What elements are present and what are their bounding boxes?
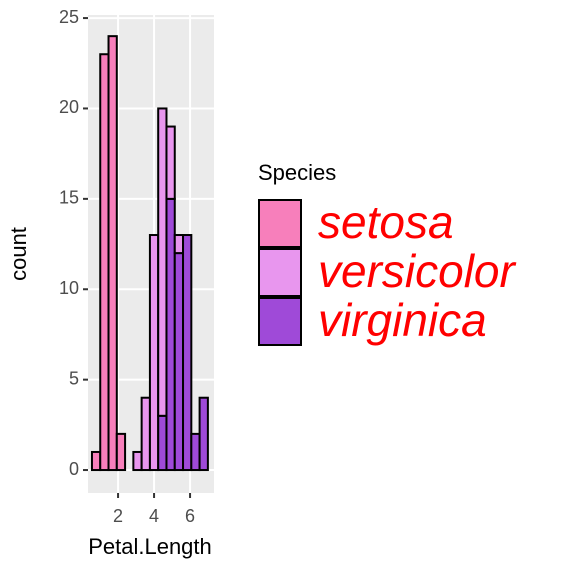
x-tick-label: 4 — [149, 506, 159, 526]
bar — [190, 432, 201, 472]
y-tick-label: 25 — [59, 7, 79, 27]
legend-label: versicolor — [318, 245, 517, 297]
y-tick-label: 5 — [69, 368, 79, 388]
legend-label: virginica — [318, 294, 487, 346]
bar — [132, 450, 143, 472]
bar — [107, 35, 118, 472]
y-tick-label: 10 — [59, 278, 79, 298]
y-tick-label: 20 — [59, 97, 79, 117]
bar — [90, 450, 102, 472]
bar — [115, 432, 127, 472]
bar — [140, 396, 151, 472]
legend-title: Species — [258, 160, 336, 185]
x-tick-label: 2 — [113, 506, 123, 526]
x-tick-label: 6 — [185, 506, 195, 526]
legend-label: setosa — [318, 196, 454, 248]
bar — [173, 252, 185, 472]
bar — [165, 125, 176, 200]
legend-key — [258, 248, 302, 297]
bar — [148, 234, 160, 472]
bar — [157, 414, 168, 472]
legend-key — [258, 297, 302, 346]
bar — [165, 197, 176, 472]
bar — [157, 107, 168, 417]
bar — [198, 396, 209, 472]
x-axis-label: Petal.Length — [88, 534, 212, 559]
y-tick-label: 15 — [59, 188, 79, 208]
y-axis-label: count — [6, 227, 31, 281]
legend-key — [258, 199, 302, 248]
bar — [173, 234, 185, 255]
bar — [182, 234, 193, 472]
y-tick-label: 0 — [69, 459, 79, 479]
bar — [99, 53, 110, 472]
